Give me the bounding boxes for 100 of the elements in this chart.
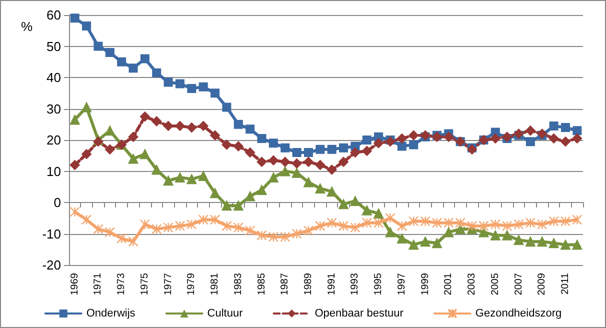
point <box>210 88 220 98</box>
x-tick-label: 1975 <box>139 272 150 296</box>
point <box>350 222 360 233</box>
point <box>560 123 570 132</box>
point <box>222 220 232 232</box>
point <box>128 132 138 142</box>
point <box>514 235 524 245</box>
point <box>152 68 162 78</box>
point <box>303 177 314 188</box>
point <box>396 220 408 232</box>
point <box>268 232 279 242</box>
point <box>280 156 290 167</box>
point <box>292 148 302 157</box>
point <box>82 102 92 112</box>
y-tick-label: 20 <box>46 132 61 148</box>
point <box>104 227 115 238</box>
point <box>514 219 524 230</box>
point <box>572 126 582 136</box>
x-tick-label: 1989 <box>302 272 314 296</box>
point <box>362 205 372 216</box>
point <box>444 218 454 228</box>
point <box>186 219 197 230</box>
point <box>140 54 150 64</box>
point <box>548 216 559 226</box>
point <box>362 136 372 144</box>
point <box>70 14 80 23</box>
point <box>374 208 384 218</box>
point <box>490 230 500 240</box>
point <box>502 220 512 232</box>
y-tick-label: -20 <box>42 258 61 272</box>
point <box>408 240 419 250</box>
x-tick-label: 1995 <box>373 272 384 296</box>
point <box>373 218 384 228</box>
point <box>163 222 174 233</box>
point <box>245 148 256 158</box>
point <box>198 120 208 131</box>
point <box>128 64 138 73</box>
point <box>338 156 349 167</box>
point <box>350 148 360 158</box>
point <box>140 149 150 160</box>
point <box>385 136 396 147</box>
point <box>82 21 92 30</box>
point <box>420 216 430 226</box>
x-tick-label: 1997 <box>396 272 408 296</box>
point <box>525 236 536 247</box>
point <box>548 133 559 144</box>
point <box>280 232 290 242</box>
point <box>362 218 372 228</box>
point <box>537 236 548 247</box>
point <box>292 168 302 178</box>
point <box>560 216 571 226</box>
point <box>455 224 466 234</box>
point <box>316 144 325 154</box>
point <box>70 160 80 170</box>
point <box>163 120 174 131</box>
point <box>70 206 80 217</box>
x-tick-label: 2001 <box>443 272 454 296</box>
point <box>490 133 500 144</box>
point <box>70 114 80 125</box>
y-axis-title: % <box>21 19 33 34</box>
legend-label: Cultuur <box>207 308 244 320</box>
point <box>315 220 326 232</box>
x-tick-label: 1969 <box>69 272 80 296</box>
y-tick-label: 40 <box>46 70 61 85</box>
point <box>502 230 512 240</box>
point <box>304 148 313 157</box>
y-tick-label: 50 <box>46 38 61 54</box>
point <box>466 220 478 232</box>
x-tick-label: 1973 <box>116 272 128 296</box>
point <box>385 213 396 224</box>
point <box>244 226 256 236</box>
point <box>233 222 244 233</box>
point <box>234 120 243 129</box>
y-tick-label: 10 <box>46 164 61 179</box>
point <box>104 144 115 154</box>
point <box>222 200 232 211</box>
y-tick-label: 30 <box>46 101 61 116</box>
point <box>560 136 570 147</box>
point <box>128 236 138 247</box>
point <box>210 188 220 198</box>
point <box>280 143 290 152</box>
x-tick-label: 2003 <box>466 272 478 296</box>
point <box>396 233 407 244</box>
point <box>432 238 442 248</box>
point <box>326 186 337 197</box>
point <box>152 224 162 234</box>
point <box>315 160 326 170</box>
point <box>186 174 197 184</box>
point <box>292 228 302 239</box>
point <box>350 196 360 206</box>
x-tick-label: 1981 <box>210 272 221 296</box>
point <box>327 144 336 154</box>
x-tick-label: 1983 <box>232 272 244 296</box>
x-tick-label: 1971 <box>92 272 104 296</box>
point <box>408 130 419 140</box>
point <box>549 121 558 130</box>
point <box>93 224 104 234</box>
point <box>303 226 314 236</box>
point <box>326 164 337 175</box>
point <box>280 166 290 176</box>
